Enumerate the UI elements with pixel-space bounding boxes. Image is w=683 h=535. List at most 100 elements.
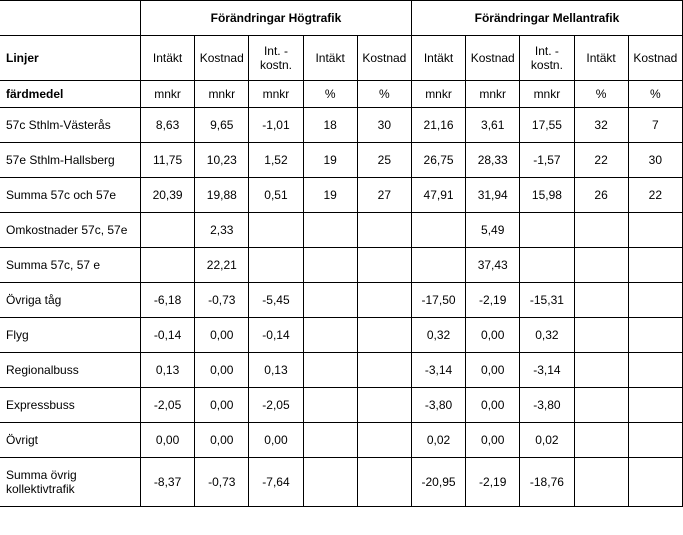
cell-h: -0,73 (195, 458, 249, 507)
cell-m (628, 458, 682, 507)
cell-h: 19 (303, 143, 357, 178)
header-m-kostnad: Kostnad (466, 36, 520, 81)
cell-m: 0,02 (411, 423, 465, 458)
header-group-row: Förändringar Högtrafik Förändringar Mell… (0, 1, 683, 36)
data-table: Förändringar Högtrafik Förändringar Mell… (0, 0, 683, 507)
table-row: Summa 57c, 57 e22,2137,43 (0, 248, 683, 283)
cell-m (574, 353, 628, 388)
header-h-intakt: Intäkt (141, 36, 195, 81)
cell-m: 3,61 (466, 108, 520, 143)
cell-m (411, 248, 465, 283)
table-row: Flyg-0,140,00-0,140,320,000,32 (0, 318, 683, 353)
cell-m (628, 423, 682, 458)
row-label: Summa 57c och 57e (0, 178, 141, 213)
cell-h: -6,18 (141, 283, 195, 318)
header-m-intkostn: Int. - kostn. (520, 36, 574, 81)
cell-h: 11,75 (141, 143, 195, 178)
cell-m: -20,95 (411, 458, 465, 507)
cell-m (520, 213, 574, 248)
cell-h (357, 353, 411, 388)
cell-h (303, 213, 357, 248)
cell-m: -3,14 (411, 353, 465, 388)
cell-h: 0,00 (141, 423, 195, 458)
header-sub-row: Linjer Intäkt Kostnad Int. - kostn. Intä… (0, 36, 683, 81)
cell-h (303, 353, 357, 388)
cell-m (574, 283, 628, 318)
cell-h: -0,73 (195, 283, 249, 318)
cell-m: 28,33 (466, 143, 520, 178)
cell-h: 0,00 (195, 423, 249, 458)
table-row: Övrigt0,000,000,000,020,000,02 (0, 423, 683, 458)
cell-h: -5,45 (249, 283, 303, 318)
row-label: Summa 57c, 57 e (0, 248, 141, 283)
table-row: 57e Sthlm-Hallsberg11,7510,231,52192526,… (0, 143, 683, 178)
cell-h: -7,64 (249, 458, 303, 507)
cell-h: 0,51 (249, 178, 303, 213)
cell-m: 5,49 (466, 213, 520, 248)
header-group-hogtrafik: Förändringar Högtrafik (141, 1, 412, 36)
cell-h: 19 (303, 178, 357, 213)
cell-h (357, 283, 411, 318)
header-fardmedel: färdmedel (0, 81, 141, 108)
header-unit-row: färdmedel mnkr mnkr mnkr % % mnkr mnkr m… (0, 81, 683, 108)
cell-m: 31,94 (466, 178, 520, 213)
cell-h: -0,14 (249, 318, 303, 353)
cell-m: -17,50 (411, 283, 465, 318)
table-body: 57c Sthlm-Västerås8,639,65-1,01183021,16… (0, 108, 683, 507)
cell-m: 7 (628, 108, 682, 143)
header-h-intkostn: Int. - kostn. (249, 36, 303, 81)
row-label: Övrigt (0, 423, 141, 458)
row-label: Omkostnader 57c, 57e (0, 213, 141, 248)
cell-h (249, 213, 303, 248)
cell-h: -8,37 (141, 458, 195, 507)
cell-m (520, 248, 574, 283)
unit-m-4: % (628, 81, 682, 108)
header-linjer: Linjer (0, 36, 141, 81)
cell-m: 0,00 (466, 318, 520, 353)
header-m-intakt-pct: Intäkt (574, 36, 628, 81)
cell-h (303, 423, 357, 458)
row-label: Expressbuss (0, 388, 141, 423)
cell-m (628, 353, 682, 388)
cell-m: -3,80 (411, 388, 465, 423)
cell-m: -3,80 (520, 388, 574, 423)
cell-m: 0,32 (411, 318, 465, 353)
header-group-mellantrafik: Förändringar Mellantrafik (411, 1, 682, 36)
table-row: Summa 57c och 57e20,3919,880,51192747,91… (0, 178, 683, 213)
cell-m: -18,76 (520, 458, 574, 507)
cell-m (574, 248, 628, 283)
header-h-kostnad-pct: Kostnad (357, 36, 411, 81)
cell-h: 9,65 (195, 108, 249, 143)
cell-h: 2,33 (195, 213, 249, 248)
cell-h: 0,00 (195, 318, 249, 353)
cell-h: 0,00 (249, 423, 303, 458)
header-m-intakt: Intäkt (411, 36, 465, 81)
cell-h (357, 318, 411, 353)
cell-h (303, 283, 357, 318)
header-h-kostnad: Kostnad (195, 36, 249, 81)
cell-h (141, 248, 195, 283)
cell-h (303, 388, 357, 423)
header-h-intakt-pct: Intäkt (303, 36, 357, 81)
cell-h (303, 318, 357, 353)
cell-m: -1,57 (520, 143, 574, 178)
table-row: Omkostnader 57c, 57e 2,33 5,49 (0, 213, 683, 248)
cell-m (574, 388, 628, 423)
cell-m: 0,02 (520, 423, 574, 458)
cell-m (574, 213, 628, 248)
row-label: Flyg (0, 318, 141, 353)
row-label: 57e Sthlm-Hallsberg (0, 143, 141, 178)
cell-h: 10,23 (195, 143, 249, 178)
cell-m: 26 (574, 178, 628, 213)
cell-m: -2,19 (466, 283, 520, 318)
cell-h: -2,05 (249, 388, 303, 423)
unit-h-1: mnkr (195, 81, 249, 108)
cell-m: 47,91 (411, 178, 465, 213)
cell-m: 32 (574, 108, 628, 143)
cell-m: 37,43 (466, 248, 520, 283)
cell-m (628, 283, 682, 318)
cell-m (574, 318, 628, 353)
cell-h: 30 (357, 108, 411, 143)
cell-h: 0,00 (195, 353, 249, 388)
cell-h: 25 (357, 143, 411, 178)
